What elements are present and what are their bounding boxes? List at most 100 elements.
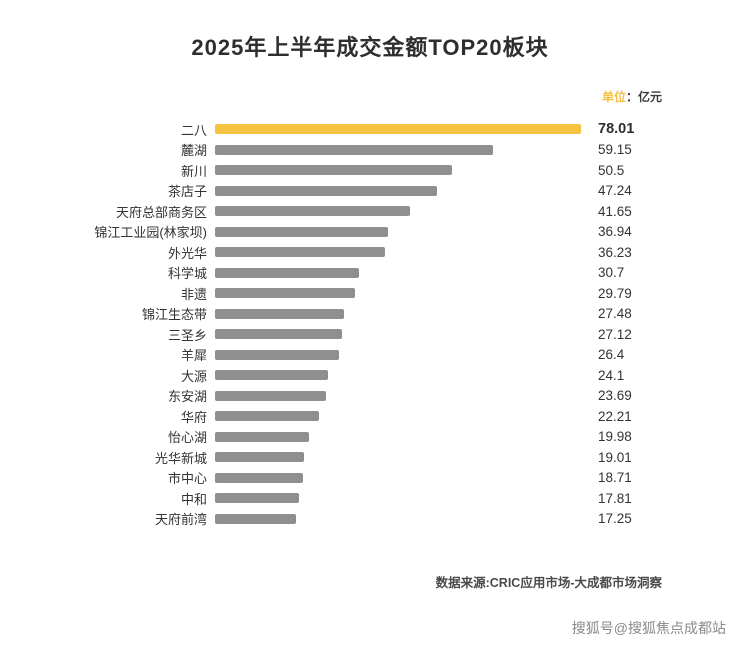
bar-track [215, 288, 581, 299]
value-label: 26.4 [598, 347, 625, 363]
bar-track [215, 370, 581, 381]
bar-track [215, 185, 581, 196]
chart-row: 大源 24.1 [30, 365, 710, 386]
bar [215, 513, 296, 524]
bar-track [215, 308, 581, 319]
category-label: 二八 [180, 122, 207, 138]
unit-label: 单位：亿元 [602, 88, 662, 105]
bar [215, 247, 385, 258]
bar [215, 390, 327, 401]
value-label: 18.71 [598, 470, 632, 486]
bar [215, 329, 343, 340]
bar-track [215, 472, 581, 483]
bar-track [215, 206, 581, 217]
bar-track [215, 144, 581, 155]
category-label: 羊犀 [180, 348, 207, 364]
category-label: 光华新城 [154, 450, 207, 466]
bar-track [215, 431, 581, 442]
category-label: 大源 [180, 368, 207, 384]
category-label: 中和 [180, 491, 207, 507]
bar-track [215, 493, 581, 504]
value-label: 17.25 [598, 511, 632, 527]
chart-row: 中和 17.81 [30, 488, 710, 509]
bar [215, 431, 309, 442]
category-label: 天府前湾 [154, 512, 207, 528]
bar [215, 411, 320, 422]
bar [215, 288, 355, 299]
bar [215, 124, 581, 135]
chart-row: 光华新城 19.01 [30, 447, 710, 468]
chart-row: 怡心湖 19.98 [30, 427, 710, 448]
bar [215, 267, 360, 278]
value-label: 29.79 [598, 285, 632, 301]
category-label: 茶店子 [167, 184, 207, 200]
bar [215, 165, 452, 176]
bar [215, 206, 411, 217]
value-label: 41.65 [598, 203, 632, 219]
chart-row: 科学城 30.7 [30, 263, 710, 284]
value-label: 17.81 [598, 490, 632, 506]
chart-row: 麓湖 59.15 [30, 140, 710, 161]
chart-row: 新川 50.5 [30, 160, 710, 181]
category-label: 锦江工业园(林家坝) [94, 225, 207, 241]
category-label: 市中心 [167, 471, 207, 487]
category-label: 怡心湖 [167, 430, 207, 446]
chart-row: 天府总部商务区 41.65 [30, 201, 710, 222]
bar-track [215, 267, 581, 278]
value-label: 36.94 [598, 224, 632, 240]
chart-row: 二八 78.01 [30, 119, 710, 140]
value-label: 24.1 [598, 367, 625, 383]
category-label: 锦江生态带 [141, 307, 207, 323]
bar [215, 472, 303, 483]
bar-track [215, 124, 581, 135]
bar-track [215, 513, 581, 524]
bar-track [215, 329, 581, 340]
bar-track [215, 452, 581, 463]
value-label: 36.23 [598, 244, 632, 260]
category-label: 麓湖 [180, 143, 207, 159]
bar [215, 185, 437, 196]
value-label: 22.21 [598, 408, 632, 424]
category-label: 华府 [180, 409, 207, 425]
value-label: 19.98 [598, 429, 632, 445]
category-label: 三圣乡 [167, 327, 207, 343]
value-label: 78.01 [598, 121, 635, 138]
bar [215, 226, 389, 237]
bar [215, 308, 344, 319]
chart-row: 非遗 29.79 [30, 283, 710, 304]
bar [215, 349, 339, 360]
value-label: 27.12 [598, 326, 632, 342]
category-label: 非遗 [180, 286, 207, 302]
chart-row: 华府 22.21 [30, 406, 710, 427]
bar-track [215, 349, 581, 360]
bar [215, 370, 329, 381]
bar [215, 452, 305, 463]
chart-row: 天府前湾 17.25 [30, 509, 710, 530]
chart-row: 外光华 36.23 [30, 242, 710, 263]
unit-label-prefix: 单位 [601, 90, 626, 104]
category-label: 科学城 [167, 266, 207, 282]
bar-track [215, 411, 581, 422]
bar-track [215, 226, 581, 237]
value-label: 23.69 [598, 388, 632, 404]
chart-row: 羊犀 26.4 [30, 345, 710, 366]
category-label: 东安湖 [167, 389, 207, 405]
watermark: 搜狐号@搜狐焦点成都站 [571, 620, 726, 636]
category-label: 新川 [180, 163, 207, 179]
chart-row: 锦江生态带 27.48 [30, 304, 710, 325]
page-title: 2025年上半年成交金额TOP20板块 [191, 35, 549, 60]
data-source-note: 数据来源:CRIC应用市场-大成都市场洞察 [435, 576, 662, 590]
chart-row: 东安湖 23.69 [30, 386, 710, 407]
bar-track [215, 165, 581, 176]
chart-row: 市中心 18.71 [30, 468, 710, 489]
value-label: 59.15 [598, 142, 632, 158]
category-label: 外光华 [167, 245, 207, 261]
unit-label-suffix: ：亿元 [625, 90, 662, 104]
bar [215, 144, 493, 155]
bar-chart: 二八 78.01 麓湖 59.15 新川 50.5 茶店子 47.24 天府总部商务区 41.65… [30, 119, 710, 529]
chart-row: 茶店子 47.24 [30, 181, 710, 202]
value-label: 27.48 [598, 306, 632, 322]
category-label: 天府总部商务区 [115, 204, 207, 220]
bar [215, 493, 299, 504]
chart-row: 三圣乡 27.12 [30, 324, 710, 345]
